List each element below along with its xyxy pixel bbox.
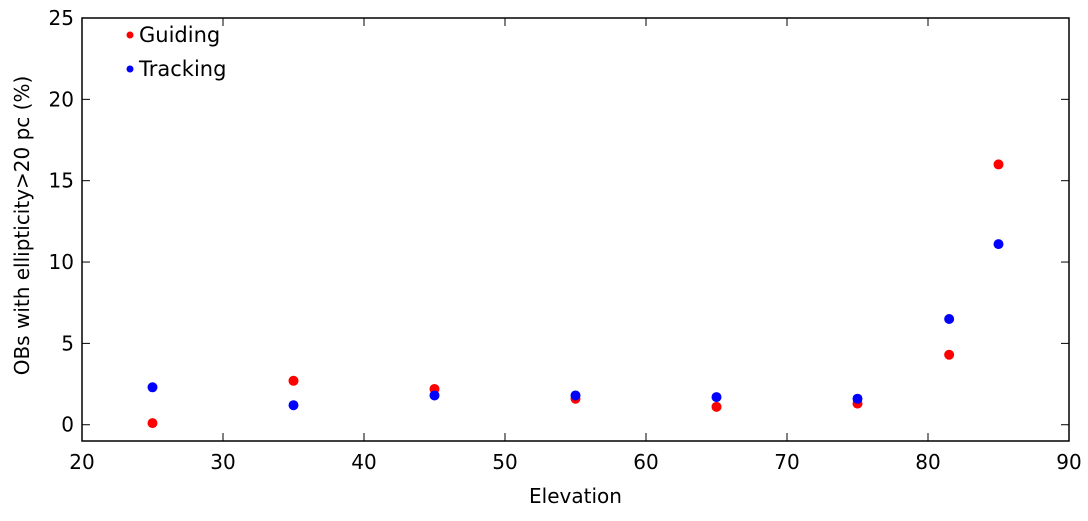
x-tick-label: 70 [774, 450, 799, 474]
legend-marker-guiding [126, 31, 134, 39]
legend-label-tracking: Tracking [138, 57, 226, 81]
data-point-tracking [711, 392, 722, 403]
data-point-tracking [288, 400, 299, 411]
x-tick-label: 90 [1056, 450, 1081, 474]
data-point-tracking [570, 390, 581, 401]
x-tick-label: 40 [351, 450, 376, 474]
x-tick-label: 60 [633, 450, 658, 474]
y-axis-label: OBs with ellipticity>20 pc (%) [10, 76, 34, 376]
data-point-guiding [288, 375, 299, 386]
data-point-tracking [993, 239, 1004, 250]
legend-marker-tracking [126, 65, 134, 73]
x-tick-label: 20 [69, 450, 94, 474]
y-tick-label: 25 [49, 6, 74, 30]
plot-frame [81, 17, 1070, 442]
data-point-guiding [944, 349, 955, 360]
legend: Guiding Tracking [126, 23, 226, 81]
y-tick-label: 5 [61, 331, 74, 355]
y-tick-label: 15 [49, 169, 74, 193]
y-tick-label: 0 [61, 413, 74, 437]
data-point-guiding [147, 418, 158, 429]
data-point-guiding [711, 401, 722, 412]
x-tick-label: 80 [915, 450, 940, 474]
y-tick-label: 20 [49, 87, 74, 111]
data-point-tracking [852, 393, 863, 404]
axis-ticks: 20 30 40 50 60 70 80 90 0 5 10 15 20 25 [49, 6, 1082, 474]
data-point-tracking [147, 382, 158, 393]
legend-label-guiding: Guiding [139, 23, 220, 47]
x-tick-label: 30 [210, 450, 235, 474]
data-points [147, 159, 1004, 429]
data-point-tracking [944, 313, 955, 324]
x-tick-label: 50 [492, 450, 517, 474]
y-tick-label: 10 [49, 250, 74, 274]
data-point-tracking [429, 390, 440, 401]
x-axis-label: Elevation [529, 484, 622, 508]
data-point-guiding [993, 159, 1004, 170]
axis-labels: Elevation OBs with ellipticity>20 pc (%) [10, 76, 622, 508]
